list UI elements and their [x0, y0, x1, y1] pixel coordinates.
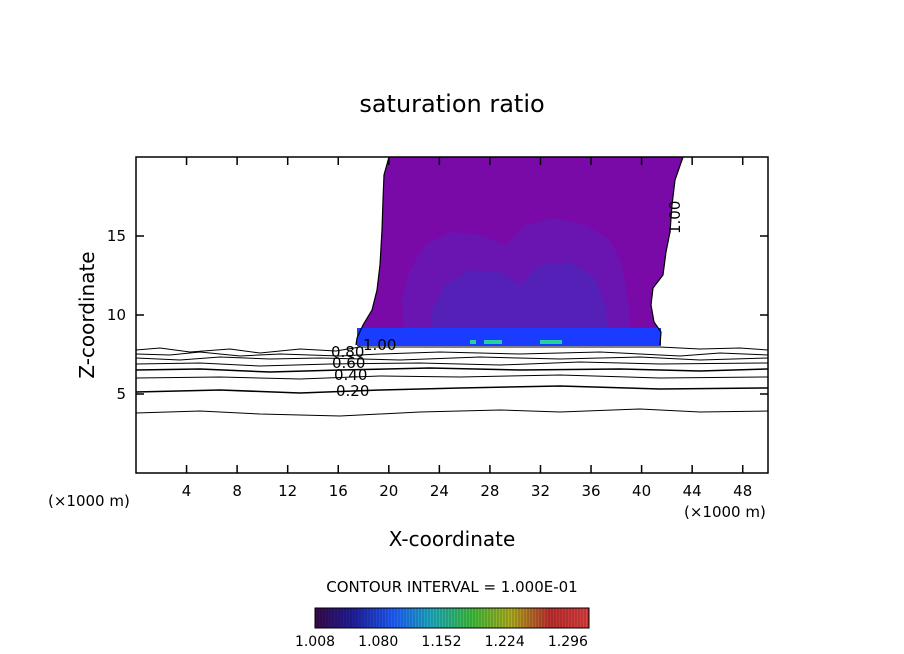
- colorbar-label: 1.152: [421, 634, 461, 650]
- y-tick-label: 15: [107, 227, 126, 245]
- contour-line: [136, 386, 768, 393]
- contour-line: [136, 352, 768, 356]
- x-tick-label: 16: [329, 482, 348, 500]
- contour-line: [136, 357, 768, 360]
- x-tick-label: 24: [430, 482, 449, 500]
- chart-title: saturation ratio: [359, 90, 544, 118]
- x-tick-label: 44: [683, 482, 702, 500]
- x-tick-label: 8: [232, 482, 242, 500]
- contour-line: [136, 362, 768, 366]
- colorbar-label: 1.296: [548, 634, 588, 650]
- cloud-base-hot-3: [470, 340, 476, 344]
- contour-label: 1.00: [666, 201, 684, 234]
- x-tick-label: 40: [632, 482, 651, 500]
- x-tick-label: 4: [182, 482, 192, 500]
- x-unit-right: (×1000 m): [684, 503, 766, 521]
- contour-label: 1.00: [363, 336, 396, 354]
- y-tick-label: 10: [107, 306, 126, 324]
- x-tick-label: 28: [480, 482, 499, 500]
- contour-label: 0.20: [336, 382, 369, 400]
- plot-area: [136, 157, 768, 416]
- contour-line: [136, 368, 768, 372]
- contour-line: [136, 375, 768, 379]
- x-axis-label: X-coordinate: [389, 527, 516, 551]
- y-axis-label: Z-coordinate: [75, 251, 99, 378]
- y-tick-label: 5: [116, 385, 126, 403]
- contour-interval-text: CONTOUR INTERVAL = 1.000E-01: [326, 578, 577, 596]
- colorbar-label: 1.224: [485, 634, 525, 650]
- cloud-base-hot-1: [484, 340, 502, 344]
- colorbar: 1.008 1.080 1.152 1.224 1.296: [295, 608, 589, 650]
- x-tick-label: 36: [581, 482, 600, 500]
- cloud-base-band: [357, 328, 661, 346]
- x-tick-label: 20: [379, 482, 398, 500]
- colorbar-gradient: [315, 608, 589, 628]
- cloud-base-hot-2: [540, 340, 562, 344]
- colorbar-label: 1.008: [295, 634, 335, 650]
- colorbar-label: 1.080: [358, 634, 398, 650]
- contour-line: [136, 409, 768, 416]
- x-unit-left: (×1000 m): [48, 492, 130, 510]
- x-tick-label: 48: [733, 482, 752, 500]
- x-tick-label: 32: [531, 482, 550, 500]
- x-tick-label: 12: [278, 482, 297, 500]
